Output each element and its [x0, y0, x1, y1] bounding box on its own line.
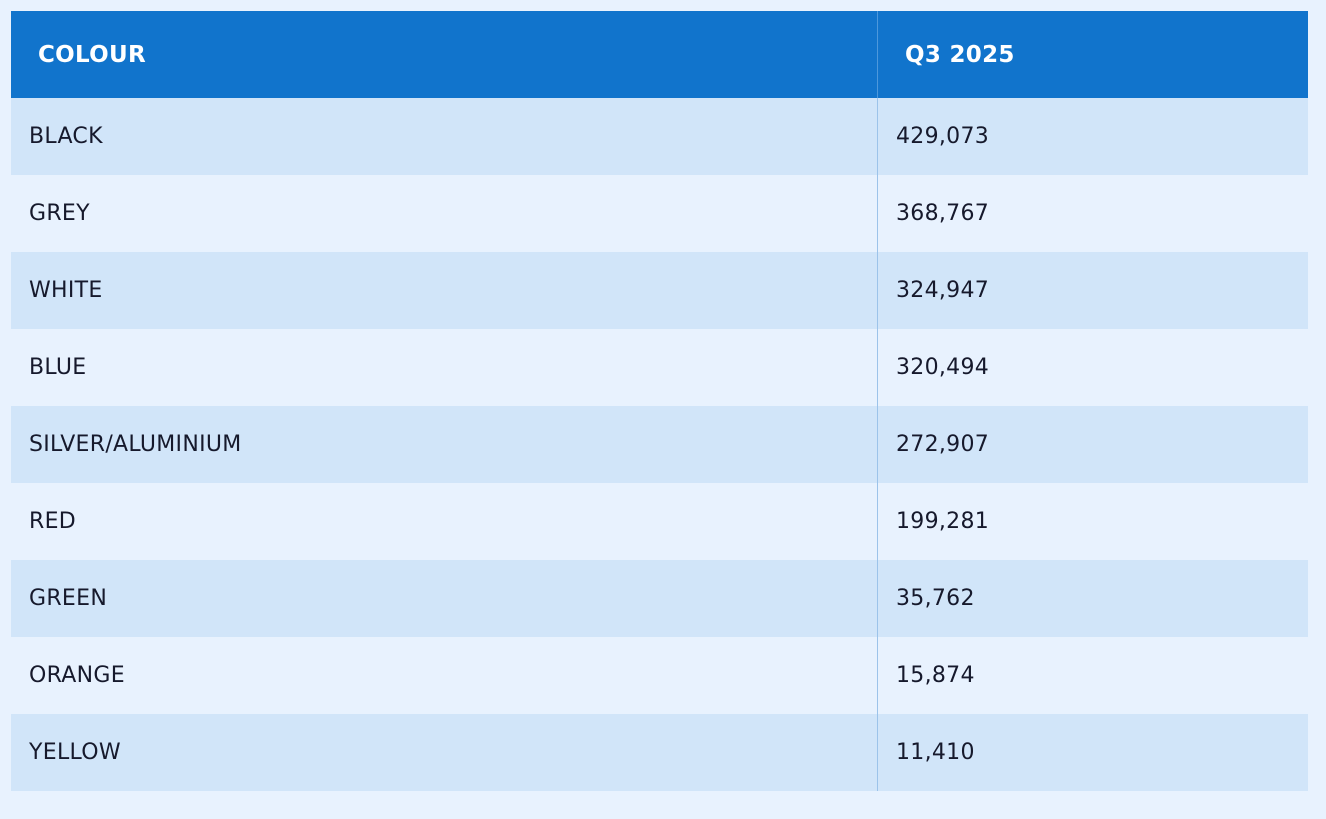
header-cell: Q3 2025 [905, 41, 1015, 68]
table-row: GREEN 35,762 [11, 560, 1308, 637]
colour-cell: RED [11, 483, 878, 560]
value-cell: 11,410 [896, 740, 975, 765]
value-cell: 199,281 [896, 509, 990, 534]
header-row: COLOUR Q3 2025 [11, 11, 1308, 98]
table-row: WHITE 324,947 [11, 252, 1308, 329]
value-cell: 272,907 [896, 432, 990, 457]
header-cell: COLOUR [11, 11, 878, 98]
value-cell: 320,494 [896, 355, 990, 380]
colour-cell: BLACK [11, 98, 878, 175]
table-row: ORANGE 15,874 [11, 637, 1308, 714]
value-cell: 429,073 [896, 124, 990, 149]
colour-cell: WHITE [11, 252, 878, 329]
value-cell: 368,767 [896, 201, 990, 226]
table-row: RED 199,281 [11, 483, 1308, 560]
value-cell: 324,947 [896, 278, 990, 303]
colour-cell: GREEN [11, 560, 878, 637]
table-row: GREY 368,767 [11, 175, 1308, 252]
colour-cell: GREY [11, 175, 878, 252]
table: COLOUR Q3 2025 BLACK 429,073 GREY 368,767 WHIT… [11, 11, 1308, 791]
value-cell: 15,874 [896, 663, 975, 688]
table-row: BLACK 429,073 [11, 98, 1308, 175]
table-row: BLUE 320,494 [11, 329, 1308, 406]
colour-cell: BLUE [11, 329, 878, 406]
value-cell: 35,762 [896, 586, 975, 611]
colour-cell: SILVER/ALUMINIUM [11, 406, 878, 483]
table-row: YELLOW 11,410 [11, 714, 1308, 791]
colour-cell: ORANGE [11, 637, 878, 714]
table-row: SILVER/ALUMINIUM 272,907 [11, 406, 1308, 483]
colour-cell: YELLOW [11, 714, 878, 791]
